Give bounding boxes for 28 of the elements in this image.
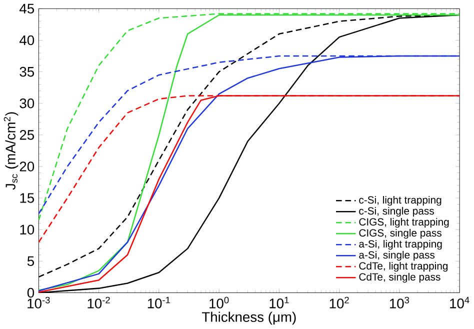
x-axis-title: Thickness (μm)	[202, 312, 296, 325]
legend-label: c-Si, light trapping	[359, 196, 442, 206]
legend-label: a-Si, single pass	[359, 251, 435, 261]
x-tick-label: 10$^{3}$	[390, 297, 410, 309]
y-tick-label: 30	[20, 98, 34, 109]
y-tick-label: 35	[20, 67, 34, 77]
y-tick-label: 0	[27, 288, 34, 298]
x-tick-label: 10$^{2}$	[330, 297, 349, 309]
legend-label: CIGS, light trapping	[359, 218, 449, 228]
legend-label: CdTe, single pass	[359, 273, 440, 283]
legend-label: CIGS, single pass	[359, 229, 442, 239]
y-tick-label: 45	[20, 4, 34, 14]
legend-label: a-Si, light trapping	[359, 240, 442, 250]
y-tick-label: 10	[20, 224, 34, 235]
y-tick-label: 5	[27, 256, 34, 266]
x-tick-label: 10$^{0}$	[210, 297, 229, 309]
x-tick-label: 10$^{4}$	[450, 297, 470, 309]
legend-label: CdTe, light trapping	[359, 262, 448, 272]
x-tick-label: 10$^{-1}$	[148, 297, 170, 309]
x-tick-label: 10$^{1}$	[270, 297, 289, 309]
y-tick-label: 15	[20, 193, 34, 204]
y-tick-label: 40	[20, 36, 34, 46]
legend-label: c-Si, single pass	[359, 207, 434, 217]
x-tick-label: 10$^{-2}$	[88, 297, 110, 309]
x-tick-label: 10$^{-3}$	[28, 297, 50, 309]
y-axis-title: J$_{sc}$ (mA/cm$^{2}$)	[4, 112, 18, 190]
y-tick-label: 20	[20, 162, 34, 172]
y-tick-label: 25	[20, 130, 34, 140]
